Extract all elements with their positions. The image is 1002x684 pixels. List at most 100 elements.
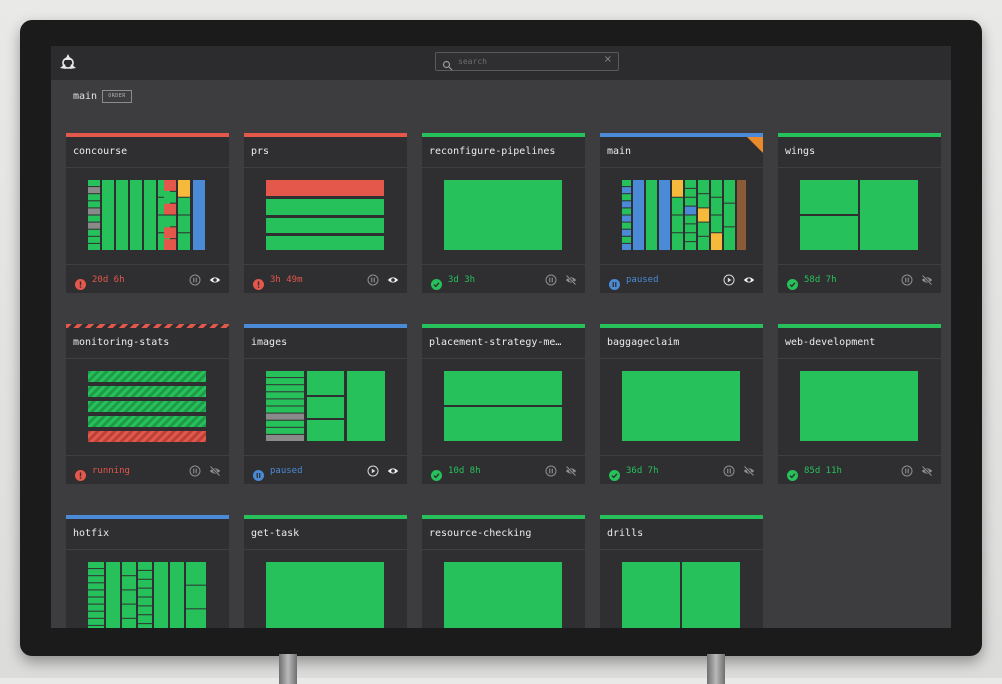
job-box[interactable]: [178, 233, 190, 250]
job-box[interactable]: [88, 576, 104, 583]
job-box[interactable]: [138, 579, 152, 588]
job-box[interactable]: [622, 215, 631, 222]
job-box[interactable]: [622, 562, 680, 628]
eye-slash-icon[interactable]: [921, 465, 933, 477]
job-box[interactable]: [178, 215, 190, 233]
job-box[interactable]: [164, 239, 176, 250]
job-box[interactable]: [88, 180, 100, 187]
job-box[interactable]: [130, 180, 142, 250]
job-box[interactable]: [122, 562, 136, 576]
job-box[interactable]: [622, 236, 631, 243]
job-box[interactable]: [266, 199, 384, 215]
job-box[interactable]: [122, 604, 136, 618]
job-box[interactable]: [178, 197, 190, 215]
pipeline-preview[interactable]: [600, 550, 763, 628]
job-box[interactable]: [122, 618, 136, 628]
job-box[interactable]: [88, 229, 100, 236]
pipeline-name[interactable]: images: [251, 337, 288, 348]
job-box[interactable]: [178, 180, 190, 197]
job-box[interactable]: [685, 180, 696, 188]
job-box[interactable]: [88, 625, 104, 628]
job-box[interactable]: [88, 222, 100, 229]
job-box[interactable]: [88, 431, 206, 442]
job-box[interactable]: [88, 386, 206, 397]
job-box[interactable]: [186, 562, 206, 585]
job-box[interactable]: [444, 562, 562, 628]
pause-icon[interactable]: [545, 465, 557, 477]
job-box[interactable]: [622, 194, 631, 201]
pipeline-preview[interactable]: [244, 550, 407, 628]
job-box[interactable]: [800, 371, 918, 441]
pipeline-card[interactable]: drills: [600, 515, 763, 628]
job-box[interactable]: [88, 201, 100, 208]
job-box[interactable]: [164, 191, 176, 203]
job-box[interactable]: [88, 618, 104, 625]
job-box[interactable]: [711, 233, 722, 250]
eye-slash-icon[interactable]: [743, 465, 755, 477]
job-box[interactable]: [622, 208, 631, 215]
job-box[interactable]: [138, 624, 152, 628]
clear-search-icon[interactable]: ×: [603, 54, 612, 65]
job-box[interactable]: [116, 180, 128, 250]
pipeline-preview[interactable]: [600, 359, 763, 455]
job-box[interactable]: [266, 562, 384, 628]
job-box[interactable]: [622, 229, 631, 236]
job-box[interactable]: [672, 233, 683, 250]
eye-icon[interactable]: [209, 274, 221, 286]
job-box[interactable]: [144, 180, 156, 250]
pipeline-name[interactable]: wings: [785, 146, 816, 157]
job-box[interactable]: [266, 378, 304, 385]
job-box[interactable]: [266, 180, 384, 196]
job-box[interactable]: [138, 588, 152, 597]
pipeline-name[interactable]: placement-strategy-me…: [429, 337, 562, 348]
pipeline-preview[interactable]: [244, 359, 407, 455]
job-box[interactable]: [164, 227, 176, 239]
job-box[interactable]: [672, 215, 683, 233]
job-box[interactable]: [800, 180, 858, 214]
job-box[interactable]: [88, 243, 100, 250]
job-box[interactable]: [266, 413, 304, 420]
job-box[interactable]: [685, 188, 696, 197]
job-box[interactable]: [88, 208, 100, 215]
pipeline-card[interactable]: reconfigure-pipelines 3d 3h: [422, 133, 585, 293]
job-box[interactable]: [88, 590, 104, 597]
job-box[interactable]: [622, 201, 631, 208]
pipeline-preview[interactable]: [66, 168, 229, 264]
pipeline-name[interactable]: concourse: [73, 146, 128, 157]
pipeline-preview[interactable]: [66, 550, 229, 628]
job-box[interactable]: [444, 371, 562, 405]
job-box[interactable]: [138, 615, 152, 624]
job-box[interactable]: [88, 569, 104, 576]
job-box[interactable]: [698, 180, 709, 194]
job-box[interactable]: [685, 224, 696, 233]
job-box[interactable]: [724, 227, 735, 250]
job-box[interactable]: [88, 416, 206, 427]
job-box[interactable]: [266, 371, 304, 378]
pipeline-card[interactable]: main paused: [600, 133, 763, 293]
pipeline-preview[interactable]: [244, 168, 407, 264]
job-box[interactable]: [698, 194, 709, 208]
job-box[interactable]: [193, 180, 205, 250]
job-box[interactable]: [347, 371, 385, 441]
eye-slash-icon[interactable]: [209, 465, 221, 477]
job-box[interactable]: [711, 197, 722, 215]
job-box[interactable]: [88, 371, 206, 382]
pipeline-card[interactable]: placement-strategy-me… 10d 8h: [422, 324, 585, 484]
pipeline-preview[interactable]: [778, 359, 941, 455]
pipeline-preview[interactable]: [422, 359, 585, 455]
job-box[interactable]: [860, 180, 918, 250]
job-box[interactable]: [307, 420, 344, 441]
job-box[interactable]: [685, 242, 696, 250]
pipeline-name[interactable]: monitoring-stats: [73, 337, 170, 348]
pipeline-card[interactable]: wings 58d 7h: [778, 133, 941, 293]
job-box[interactable]: [724, 180, 735, 203]
eye-icon[interactable]: [387, 465, 399, 477]
pipeline-card[interactable]: monitoring-stats running: [66, 324, 229, 484]
job-box[interactable]: [698, 222, 709, 236]
job-box[interactable]: [88, 611, 104, 618]
job-box[interactable]: [138, 597, 152, 606]
job-box[interactable]: [659, 180, 670, 250]
job-box[interactable]: [88, 562, 104, 569]
pipeline-preview[interactable]: [600, 168, 763, 264]
pipeline-name[interactable]: prs: [251, 146, 270, 157]
